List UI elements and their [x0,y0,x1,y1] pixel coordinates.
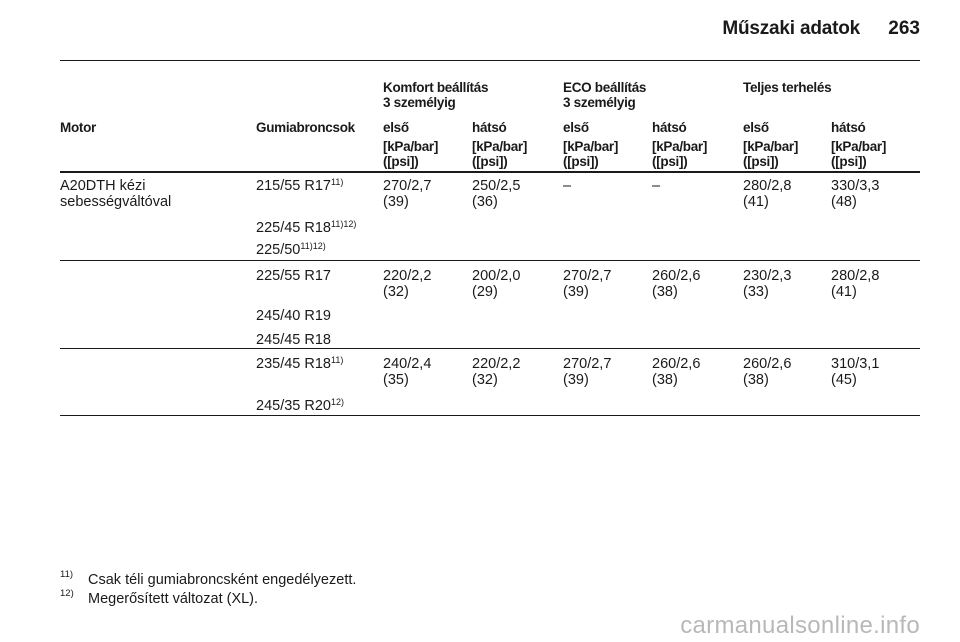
pressure-value: 230/2,3 (33) [743,268,792,300]
footnote-mark-11: 11) [60,569,74,580]
pressure-value: 250/2,5 (36) [472,178,521,210]
pressure-value: 200/2,0 (29) [472,268,521,300]
unit-header: [kPa/bar] ([psi]) [831,139,887,169]
footnote-ref: 11) [330,355,344,365]
unit-header: [kPa/bar] ([psi]) [652,139,708,169]
tyre-size: 225/55 R17 [256,268,331,284]
tyre-size: 245/45 R18 [256,332,331,348]
footnote-ref: 11)12) [330,219,357,229]
row-group-rule [60,260,920,261]
pressure-value: 270/2,7 (39) [383,178,432,210]
page-number: 263 [888,18,920,39]
unit-header: [kPa/bar] ([psi]) [383,139,439,169]
group-header-komfort: Komfort beállítás 3 személyig [383,80,489,110]
footnote-ref: 12) [330,397,344,407]
footnote-text-12: Megerősített változat (XL). [88,591,259,607]
table-header-rule [60,171,920,173]
pressure-value: 270/2,7 (39) [563,356,612,388]
pressure-value: 240/2,4 (35) [383,356,432,388]
pressure-value: 280/2,8 (41) [743,178,792,210]
pressure-value: – [652,178,661,194]
row-group-rule [60,348,920,349]
pressure-value: – [563,178,572,194]
pressure-value: 220/2,2 (32) [383,268,432,300]
watermark: carmanualsonline.info [680,612,920,639]
group-header-full-load: Teljes terhelés [743,80,832,95]
pressure-value: 310/3,1 (45) [831,356,880,388]
row-group-rule [60,415,920,416]
column-header-tyres: Gumiabroncsok [256,120,355,135]
column-header-front: első [743,120,769,135]
column-header-motor: Motor [60,120,96,135]
unit-header: [kPa/bar] ([psi]) [472,139,528,169]
tyre-size: 215/55 R1711) [256,177,344,195]
motor-name: A20DTH kézi sebességváltóval [60,178,172,210]
footnote-ref: 11) [330,177,344,187]
column-header-rear: hátsó [831,120,866,135]
tyre-size: 245/35 R2012) [256,397,344,415]
pressure-value: 260/2,6 (38) [652,356,701,388]
pressure-value: 260/2,6 (38) [743,356,792,388]
tyre-size: 245/40 R19 [256,308,331,324]
column-header-front: első [383,120,409,135]
column-header-rear: hátsó [652,120,687,135]
page-title: Műszaki adatok [722,18,860,39]
tyre-size: 235/45 R1811) [256,355,344,373]
header-rule [60,60,920,61]
column-header-front: első [563,120,589,135]
pressure-value: 270/2,7 (39) [563,268,612,300]
pressure-value: 330/3,3 (48) [831,178,880,210]
footnote-mark-12: 12) [60,588,74,599]
column-header-rear: hátsó [472,120,507,135]
pressure-value: 260/2,6 (38) [652,268,701,300]
tyre-size: 225/5011)12) [256,241,326,259]
pressure-value: 220/2,2 (32) [472,356,521,388]
tyre-size: 225/45 R1811)12) [256,219,357,237]
unit-header: [kPa/bar] ([psi]) [743,139,799,169]
footnote-text-11: Csak téli gumiabroncsként engedélyezett. [88,572,357,588]
pressure-value: 280/2,8 (41) [831,268,880,300]
group-header-eco: ECO beállítás 3 személyig [563,80,647,110]
unit-header: [kPa/bar] ([psi]) [563,139,619,169]
footnote-ref: 11)12) [300,241,326,251]
